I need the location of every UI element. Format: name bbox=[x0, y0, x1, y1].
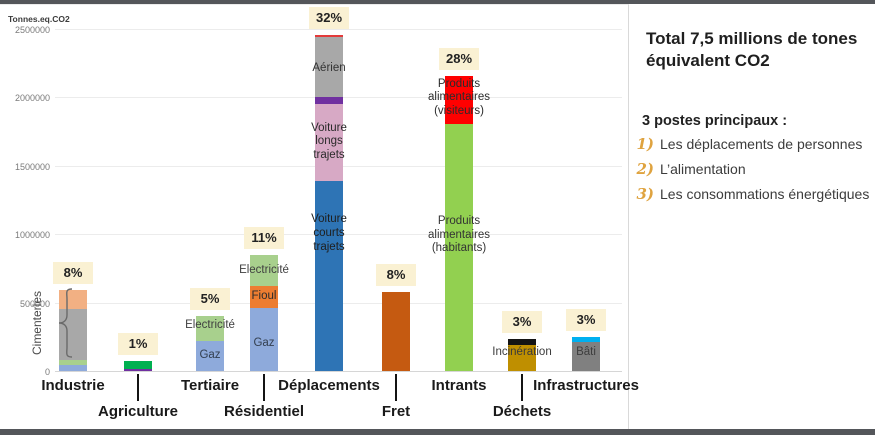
poste-item-2: 2) L’alimentation bbox=[634, 160, 875, 178]
leader-line-Fret bbox=[395, 374, 397, 401]
bar-segment-Infrastructures-0[interactable] bbox=[572, 341, 600, 371]
category-label-Agriculture: Agriculture bbox=[97, 403, 178, 420]
category-label-Industrie: Industrie bbox=[41, 377, 105, 394]
category-label-Déplacements: Déplacements bbox=[278, 377, 380, 394]
bar-segment-Tertiaire-1[interactable] bbox=[196, 315, 224, 341]
poste-text-1: Les déplacements de personnes bbox=[660, 135, 863, 152]
bar-segment-Résidentiel-1[interactable] bbox=[250, 286, 278, 308]
y-tick-label: 500000 bbox=[19, 298, 50, 309]
poste-item-3: 3) Les consommations énergétiques bbox=[634, 185, 875, 203]
bar-segment-Déplacements-1[interactable] bbox=[315, 103, 343, 181]
total-title: Total 7,5 millions de tones équivalent C… bbox=[646, 29, 858, 71]
bar-segment-Déplacements-4[interactable] bbox=[315, 34, 343, 37]
poste-text-2: L’alimentation bbox=[660, 160, 746, 177]
window-top-edge bbox=[0, 0, 875, 4]
poste-number-3: 3) bbox=[636, 184, 654, 203]
y-tick-label: 1500000 bbox=[14, 161, 50, 172]
cimenteries-label: Cimenteries bbox=[30, 290, 44, 356]
poste-item-1: 1) Les déplacements de personnes bbox=[634, 135, 875, 153]
bar-segment-Intrants-1[interactable] bbox=[445, 75, 473, 125]
y-axis-title: Tonnes.eq.CO2 bbox=[8, 14, 70, 24]
percent-badge-Infrastructures: 3% bbox=[566, 309, 606, 332]
gridline bbox=[55, 371, 622, 372]
category-label-Résidentiel: Résidentiel bbox=[223, 403, 305, 420]
bar-segment-Agriculture-1[interactable] bbox=[124, 360, 152, 370]
percent-badge-Fret: 8% bbox=[376, 263, 416, 286]
gridline bbox=[55, 28, 622, 30]
window-bottom-edge bbox=[0, 429, 875, 435]
category-label-Intrants: Intrants bbox=[431, 377, 487, 394]
bar-segment-Tertiaire-0[interactable] bbox=[196, 340, 224, 371]
bar-segment-Déplacements-3[interactable] bbox=[315, 36, 343, 97]
leader-line-Déchets bbox=[521, 374, 523, 401]
percent-badge-Déplacements: 32% bbox=[309, 6, 349, 29]
bar-segment-Déplacements-0[interactable] bbox=[315, 180, 343, 371]
y-tick-label: 2000000 bbox=[14, 93, 50, 103]
bar-segment-Résidentiel-2[interactable] bbox=[250, 254, 278, 287]
bar-segment-Déplacements-2[interactable] bbox=[315, 97, 343, 104]
category-label-Infrastructures: Infrastructures bbox=[533, 377, 639, 394]
bar-segment-Industrie-2[interactable] bbox=[59, 309, 87, 361]
y-tick-label: 2500000 bbox=[14, 24, 50, 35]
y-tick-label: 0 bbox=[44, 367, 50, 377]
percent-badge-Intrants: 28% bbox=[439, 47, 479, 70]
y-tick-label: 1000000 bbox=[14, 230, 50, 240]
poste-text-3: Les consommations énergétiques bbox=[660, 185, 870, 202]
category-label-Tertiaire: Tertiaire bbox=[180, 377, 240, 394]
leader-line-Agriculture bbox=[137, 374, 139, 401]
poste-number-1: 1) bbox=[636, 134, 654, 153]
bar-segment-Industrie-1[interactable] bbox=[59, 360, 87, 365]
percent-badge-Résidentiel: 11% bbox=[244, 226, 284, 249]
bar-segment-Fret-0[interactable] bbox=[382, 291, 410, 371]
poste-number-2: 2) bbox=[636, 159, 654, 178]
percent-badge-Déchets: 3% bbox=[502, 311, 542, 334]
cimenteries-annotation: Cimenteries bbox=[22, 286, 73, 360]
bar-segment-Infrastructures-1[interactable] bbox=[572, 337, 600, 342]
cimenteries-brace bbox=[58, 288, 73, 358]
category-label-Fret: Fret bbox=[381, 403, 411, 420]
percent-badge-Agriculture: 1% bbox=[118, 332, 158, 355]
bar-segment-Industrie-3[interactable] bbox=[59, 290, 87, 310]
bar-segment-Déchets-0[interactable] bbox=[508, 344, 536, 371]
percent-badge-Industrie: 8% bbox=[53, 262, 93, 285]
postes-heading: 3 postes principaux : bbox=[642, 112, 788, 129]
bar-segment-Déchets-1[interactable] bbox=[508, 339, 536, 345]
category-label-Déchets: Déchets bbox=[492, 403, 552, 420]
leader-line-Résidentiel bbox=[263, 374, 265, 401]
bar-segment-Résidentiel-0[interactable] bbox=[250, 307, 278, 371]
bar-segment-Intrants-0[interactable] bbox=[445, 124, 473, 371]
bar-segment-Agriculture-0[interactable] bbox=[124, 369, 152, 371]
side-panel: Total 7,5 millions de tones équivalent C… bbox=[632, 24, 875, 210]
percent-badge-Tertiaire: 5% bbox=[190, 287, 230, 310]
bar-segment-Industrie-0[interactable] bbox=[59, 364, 87, 371]
